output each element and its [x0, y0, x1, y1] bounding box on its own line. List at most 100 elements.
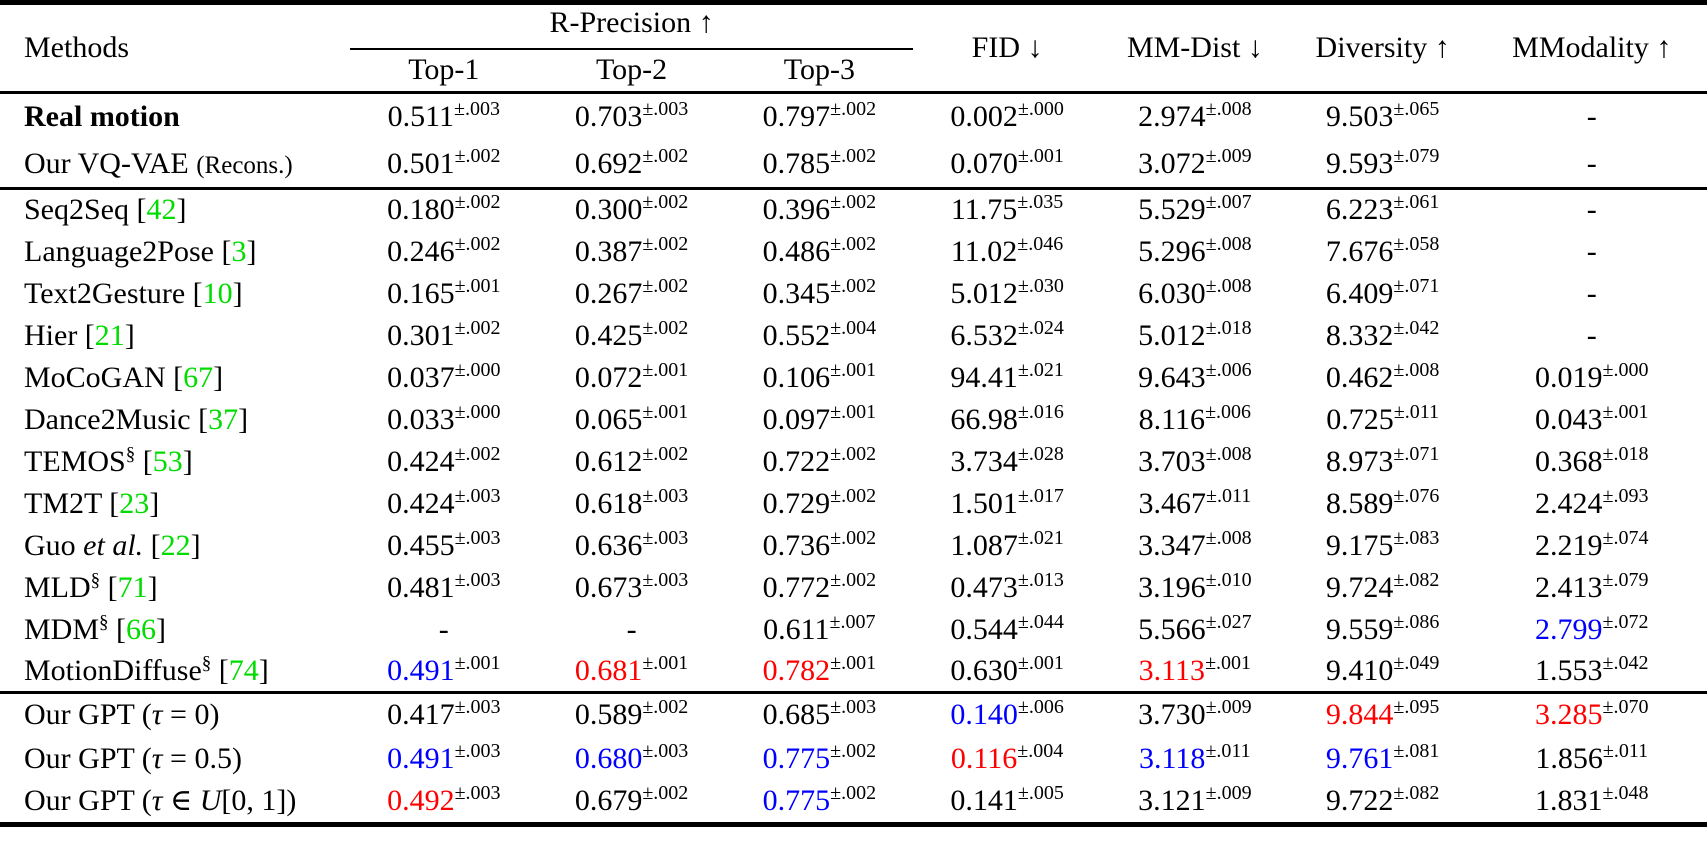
std-deviation: ±.044 [1017, 610, 1064, 633]
cell-top1: 0.417±.003 [350, 693, 538, 737]
std-deviation: ±.011 [1205, 739, 1251, 762]
std-deviation: ±.000 [454, 358, 501, 381]
metric-value: 11.02 [950, 234, 1018, 268]
table-row: Our GPT (τ = 0) 0.417±.003 0.589±.002 0.685… [0, 693, 1707, 737]
metric-value: 8.589 [1325, 486, 1394, 520]
metric-value: 3.467 [1138, 486, 1207, 520]
method-name-part: Our GPT ( [24, 784, 152, 818]
metric-value: 5.012 [1138, 318, 1206, 352]
header-diversity: Diversity ↑ [1315, 31, 1450, 64]
std-deviation: ±.079 [1393, 144, 1440, 167]
cell-top3: 0.396±.002 [725, 189, 913, 231]
method-label: TEMOS§ [53] [0, 441, 350, 483]
method-name-part: Real motion [24, 100, 180, 134]
std-deviation: ±.042 [1602, 651, 1649, 674]
std-deviation: ±.003 [454, 568, 501, 591]
cell-mm-dist: 3.703±.008 [1101, 441, 1289, 483]
method-name-part: ] [147, 570, 158, 604]
cell-top1: 0.481±.003 [350, 567, 538, 609]
std-deviation: ±.058 [1393, 232, 1440, 255]
table-row: Real motion 0.511±.003 0.703±.003 0.797±.00… [0, 93, 1707, 141]
method-name-part: [ [100, 570, 118, 604]
method-name-part: U [199, 784, 222, 818]
std-deviation: ±.001 [830, 358, 877, 381]
metric-value: 8.973 [1325, 444, 1394, 478]
cell-top3: 0.772±.002 [725, 567, 913, 609]
std-deviation: ±.035 [1017, 191, 1064, 214]
cell-fid: 66.98±.016 [913, 399, 1101, 441]
metric-value: 9.559 [1325, 612, 1394, 646]
metric-value: 0.544 [950, 612, 1018, 646]
std-deviation: ±.002 [830, 191, 877, 214]
metric-value: 3.196 [1138, 570, 1206, 604]
std-deviation: ±.002 [830, 782, 877, 805]
std-deviation: ±.003 [454, 484, 501, 507]
metric-value: 9.724 [1325, 570, 1394, 604]
metric-value: 3.734 [950, 444, 1018, 478]
metric-value: 0.455 [387, 528, 455, 562]
std-deviation: ±.004 [830, 316, 877, 339]
method-name-part: [ [211, 653, 229, 687]
std-deviation: ±.002 [642, 232, 689, 255]
cell-mm-dist: 9.643±.006 [1101, 357, 1289, 399]
metric-value: 2.799 [1535, 612, 1603, 646]
table-row: MoCoGAN [67] 0.037±.000 0.072±.001 0.106±.0… [0, 357, 1707, 399]
std-deviation: ±.028 [1017, 442, 1064, 465]
method-name-part: Our VQ-VAE [24, 146, 197, 180]
table-row: Language2Pose [3] 0.246±.002 0.387±.002 0.4… [0, 231, 1707, 273]
cell-top1: 0.246±.002 [350, 231, 538, 273]
std-deviation: ±.070 [1602, 696, 1649, 719]
std-deviation: ±.082 [1393, 568, 1440, 591]
cell-mmodality: 2.219±.074 [1477, 525, 1707, 567]
std-deviation: ±.072 [1602, 610, 1649, 633]
citation-number: 71 [117, 570, 148, 604]
method-name-part: Our GPT ( [24, 698, 152, 732]
table-row: Seq2Seq [42] 0.180±.002 0.300±.002 0.396±.0… [0, 189, 1707, 231]
metric-value: 0.481 [387, 570, 455, 604]
cell-fid: 11.02±.046 [913, 231, 1101, 273]
cell-top2: 0.425±.002 [538, 315, 726, 357]
cell-diversity: 9.410±.049 [1289, 651, 1477, 693]
std-deviation: ±.010 [1205, 568, 1252, 591]
cell-mm-dist: 3.113±.001 [1101, 651, 1289, 693]
metric-value: 3.347 [1138, 528, 1206, 562]
cell-top2: 0.673±.003 [538, 567, 726, 609]
std-deviation: ±.001 [1205, 651, 1252, 674]
citation-number: 22 [160, 528, 191, 562]
method-name-part: Dance2Music [ [24, 402, 209, 436]
std-deviation: ±.008 [1205, 526, 1252, 549]
std-deviation: ±.009 [1205, 144, 1252, 167]
std-deviation: ±.002 [830, 484, 877, 507]
metric-value: 0.070 [950, 146, 1018, 180]
metric-value: 0.736 [762, 528, 831, 562]
std-deviation: ±.002 [454, 316, 501, 339]
header-row-top: Methods R-Precision ↑ FID ↓ MM-Dist ↓ Di… [0, 2, 1707, 63]
std-deviation: ±.079 [1602, 568, 1649, 591]
method-name-part: = 0.5) [162, 741, 242, 775]
metric-value: 0.681 [574, 653, 643, 687]
cell-top1: 0.180±.002 [350, 189, 538, 231]
cell-mmodality: 2.799±.072 [1477, 609, 1707, 651]
method-label: Our VQ-VAE (Recons.) [0, 141, 350, 189]
std-deviation: ±.008 [1393, 358, 1440, 381]
metric-value: 0.368 [1535, 444, 1603, 478]
cell-fid: 0.002±.000 [913, 93, 1101, 141]
std-deviation: ±.000 [454, 400, 501, 423]
metric-value: 0.775 [762, 784, 831, 818]
std-deviation: ±.004 [1017, 739, 1064, 762]
cell-mm-dist: 3.347±.008 [1101, 525, 1289, 567]
cell-top2: 0.612±.002 [538, 441, 726, 483]
cell-mmodality: 2.413±.079 [1477, 567, 1707, 609]
method-name-part: Seq2Seq [ [24, 193, 147, 227]
metric-value: 9.722 [1325, 784, 1394, 818]
method-label: Our GPT (τ ∈ U[0, 1]) [0, 781, 350, 825]
cell-diversity: 9.559±.086 [1289, 609, 1477, 651]
std-deviation: ±.001 [1017, 651, 1064, 674]
cell-top2: 0.387±.002 [538, 231, 726, 273]
cell-fid: 3.734±.028 [913, 441, 1101, 483]
header-row-sub: Top-1 Top-2 Top-3 [0, 49, 1707, 93]
cell-top3: 0.611±.007 [725, 609, 913, 651]
metric-value: 9.175 [1325, 528, 1394, 562]
cell-fid: 11.75±.035 [913, 189, 1101, 231]
metric-value: 2.424 [1535, 486, 1603, 520]
